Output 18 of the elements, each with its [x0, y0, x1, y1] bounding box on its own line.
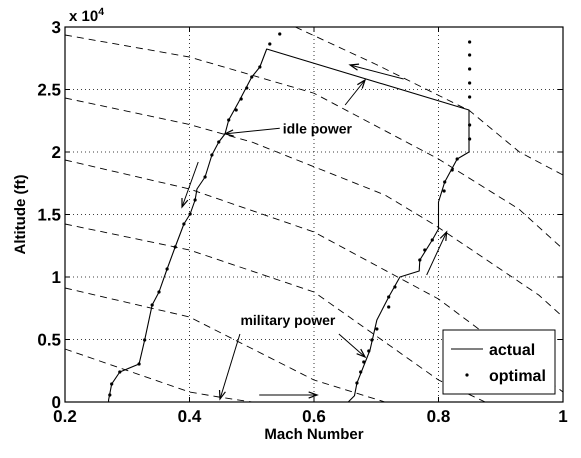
x-tick-label: 0.6: [302, 407, 326, 426]
legend-label: actual: [489, 342, 536, 359]
x-tick-label: 0.2: [53, 407, 77, 426]
x-axis-title: Mach Number: [264, 426, 364, 443]
y-tick-label: 1.5: [37, 206, 61, 224]
y-tick-label: 2.5: [37, 80, 61, 100]
x-tick-label: 0.4: [178, 407, 202, 426]
y-tick-label: 1: [52, 268, 61, 287]
y-tick-label: 0.5: [37, 330, 61, 350]
annotation: idle power: [282, 120, 353, 136]
y-tick-label: 3: [52, 18, 61, 37]
x-tick-label: 0.8: [426, 407, 450, 426]
text: x 10$^{4}$: [69, 6, 104, 25]
y-axis-title: Altitude (ft): [12, 174, 29, 254]
x-tick-label: 1: [558, 407, 568, 426]
legend-label: optimal: [489, 368, 546, 385]
annotation: military power: [240, 312, 336, 328]
y-tick-label: 2: [52, 143, 61, 162]
